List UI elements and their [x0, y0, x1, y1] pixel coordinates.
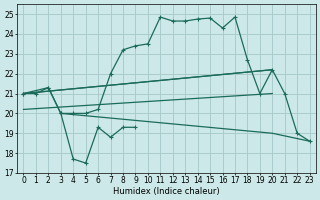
X-axis label: Humidex (Indice chaleur): Humidex (Indice chaleur) [113, 187, 220, 196]
